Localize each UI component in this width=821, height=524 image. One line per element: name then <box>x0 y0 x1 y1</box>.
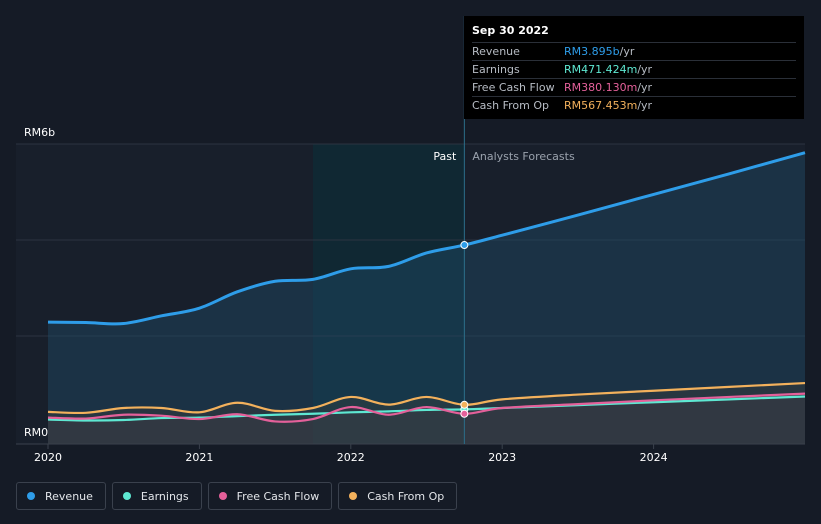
series-lines <box>47 151 806 423</box>
marker-revenue[interactable] <box>460 241 469 250</box>
tooltip-row-unit: /yr <box>637 63 653 76</box>
legend-item-revenue[interactable]: Revenue <box>16 482 106 510</box>
tooltip-row-label: Revenue <box>472 45 520 58</box>
tooltip-row-value: RM380.130m <box>564 81 638 94</box>
tooltip-row-value: RM471.424m <box>564 63 638 76</box>
tooltip-date: Sep 30 2022 <box>472 24 549 37</box>
legend-dot-icon <box>27 492 35 500</box>
legend-label: Free Cash Flow <box>236 489 320 503</box>
legend-dot-icon <box>218 492 227 500</box>
series-line-revenue <box>47 151 806 326</box>
tooltip-row-unit: /yr <box>619 45 635 58</box>
series-area-free-cash-flow <box>48 393 805 444</box>
legend-item-earnings[interactable]: Earnings <box>111 482 202 510</box>
series-line-free-cash-flow <box>47 392 806 423</box>
tooltip-row-label: Cash From Op <box>472 99 550 112</box>
past-label: Past <box>433 150 457 163</box>
marker-cash-from-op[interactable] <box>460 400 469 409</box>
marker-free-cash-flow[interactable] <box>460 409 469 418</box>
tooltip-row-unit: /yr <box>637 81 653 94</box>
series-line-earnings <box>47 395 806 422</box>
gridlines <box>16 143 805 445</box>
series-area-cash-from-op <box>48 383 805 444</box>
x-tick-label: 2020 <box>34 451 62 464</box>
past-highlight-band <box>312 144 465 444</box>
series-markers <box>460 241 469 418</box>
x-tick-label: 2023 <box>488 451 516 464</box>
tooltip-row-label: Free Cash Flow <box>472 81 555 94</box>
x-tick-label: 2022 <box>337 451 365 464</box>
tooltip-row: Revenue RM3.895b /yr <box>472 42 796 60</box>
y-tick-label: RM6b <box>24 126 55 139</box>
series-area-earnings <box>48 396 805 444</box>
legend-label: Cash From Op <box>367 489 445 503</box>
y-tick-label: RM0 <box>24 426 48 439</box>
series-areas <box>48 152 805 444</box>
legend: Revenue Earnings Free Cash Flow Cash From O… <box>16 482 458 510</box>
x-tick-label: 2024 <box>640 451 668 464</box>
x-axis: 2020 2021 2022 2023 2024 <box>34 444 668 464</box>
legend-dot-icon <box>122 492 131 500</box>
series-line-cash-from-op <box>47 381 806 415</box>
legend-item-free-cash-flow[interactable]: Free Cash Flow <box>207 482 333 510</box>
tooltip-row: Cash From Op RM567.453m /yr <box>472 96 796 114</box>
tooltip-row-value: RM3.895b <box>564 45 620 58</box>
legend-label: Revenue <box>45 489 93 503</box>
legend-dot-icon <box>349 492 358 500</box>
tooltip-row: Earnings RM471.424m /yr <box>472 60 796 78</box>
x-tick-label: 2021 <box>185 451 213 464</box>
legend-item-cash-from-op[interactable]: Cash From Op <box>338 482 458 510</box>
tooltip-row: Free Cash Flow RM380.130m /yr <box>472 78 796 96</box>
tooltip-row-unit: /yr <box>637 99 653 112</box>
y-axis: RM6b RM0 <box>24 126 55 439</box>
legend-label: Earnings <box>140 489 189 503</box>
data-tooltip: Sep 30 2022 Revenue RM3.895b /yr Earnings R… <box>464 16 804 119</box>
forecast-label: Analysts Forecasts <box>472 150 575 163</box>
tooltip-row-label: Earnings <box>472 63 520 76</box>
series-area-revenue <box>48 152 805 444</box>
tooltip-row-value: RM567.453m <box>564 99 638 112</box>
